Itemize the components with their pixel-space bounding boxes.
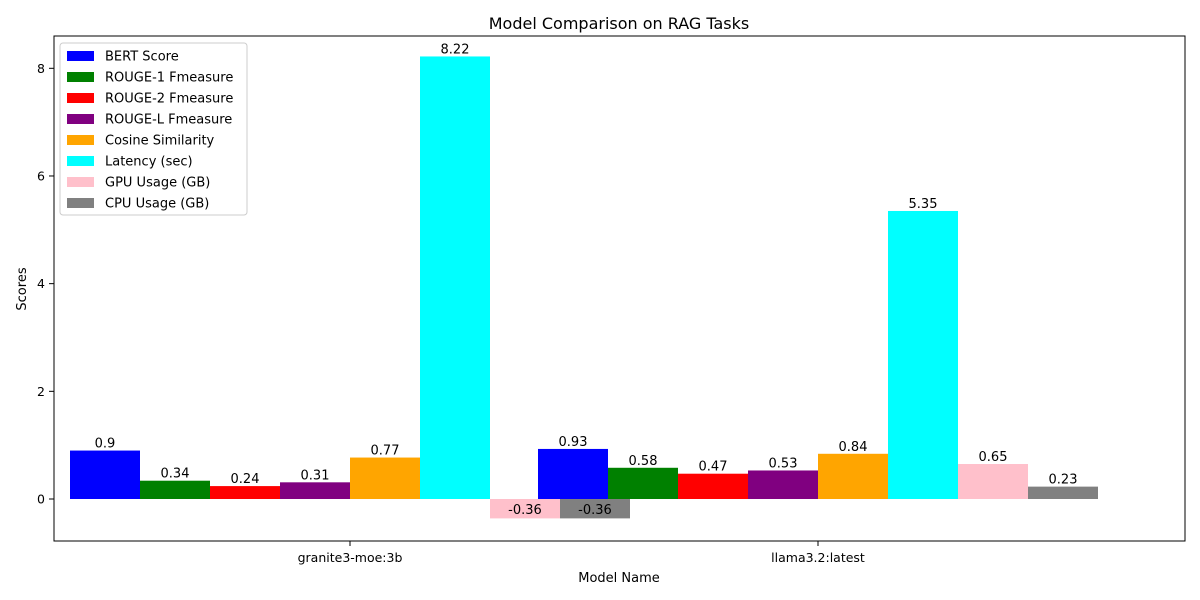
legend-swatch (67, 93, 94, 103)
bar (1028, 486, 1098, 500)
bar (420, 56, 490, 500)
data-label: -0.36 (578, 503, 612, 518)
bar (280, 482, 350, 500)
legend-swatch (67, 198, 94, 208)
bar (210, 486, 280, 500)
bar (560, 499, 630, 519)
legend-swatch (67, 156, 94, 166)
x-axis: granite3-moe:3b llama3.2:latest (298, 541, 865, 565)
bar (538, 448, 608, 500)
x-tick-label: granite3-moe:3b (298, 550, 403, 565)
data-label: 0.93 (559, 435, 588, 450)
y-tick-label: 8 (37, 61, 45, 76)
data-labels-group: 0.9 0.34 0.24 0.31 0.77 8.22 -0.36 -0.36 0.93 0.5… (95, 42, 1078, 518)
data-label: 8.22 (441, 42, 470, 57)
data-label: 0.9 (95, 437, 116, 452)
bar (678, 473, 748, 500)
bar (958, 464, 1028, 500)
legend-label: CPU Usage (GB) (105, 197, 209, 212)
data-label: 0.65 (979, 450, 1008, 465)
bar (608, 467, 678, 500)
bars-group (70, 56, 1098, 519)
x-tick-label: llama3.2:latest (771, 550, 865, 565)
data-label: 0.23 (1049, 473, 1078, 488)
data-label: 0.84 (839, 440, 868, 455)
legend-label: ROUGE-1 Fmeasure (105, 71, 233, 86)
legend-swatch (67, 114, 94, 124)
legend-label: Latency (sec) (105, 155, 193, 170)
bar (70, 450, 140, 500)
legend-swatch (67, 135, 94, 145)
data-label: 0.31 (301, 468, 330, 483)
data-label: 5.35 (909, 197, 938, 212)
legend-label: BERT Score (105, 50, 179, 65)
bar (748, 470, 818, 500)
chart-title: Model Comparison on RAG Tasks (489, 14, 750, 33)
y-tick-label: 4 (37, 276, 45, 291)
y-tick-label: 6 (37, 168, 45, 183)
legend-swatch (67, 177, 94, 187)
legend-box (59, 42, 248, 216)
y-tick-label: 2 (37, 384, 45, 399)
data-label: 0.34 (161, 467, 190, 482)
y-axis: 0 2 4 6 8 (37, 61, 54, 507)
legend-label: ROUGE-2 Fmeasure (105, 92, 233, 107)
x-axis-title: Model Name (578, 571, 660, 586)
data-label: -0.36 (508, 503, 542, 518)
data-label: 0.47 (699, 460, 728, 475)
data-label: 0.53 (769, 456, 798, 471)
legend-swatch (67, 72, 94, 82)
bar (490, 499, 560, 519)
legend: BERT Score ROUGE-1 Fmeasure ROUGE-2 Fmeasu… (59, 42, 248, 216)
y-axis-title: Scores (15, 267, 30, 310)
data-label: 0.58 (629, 454, 658, 469)
legend-label: Cosine Similarity (105, 134, 215, 149)
bar (350, 457, 420, 500)
legend-swatch (67, 51, 94, 61)
data-label: 0.77 (371, 444, 400, 459)
bar (818, 453, 888, 500)
data-label: 0.24 (231, 472, 260, 487)
bar (888, 210, 958, 500)
y-tick-label: 0 (37, 492, 45, 507)
legend-label: GPU Usage (GB) (105, 176, 210, 191)
plot-frame (53, 35, 1186, 542)
legend-label: ROUGE-L Fmeasure (105, 113, 232, 128)
bar (140, 480, 210, 500)
